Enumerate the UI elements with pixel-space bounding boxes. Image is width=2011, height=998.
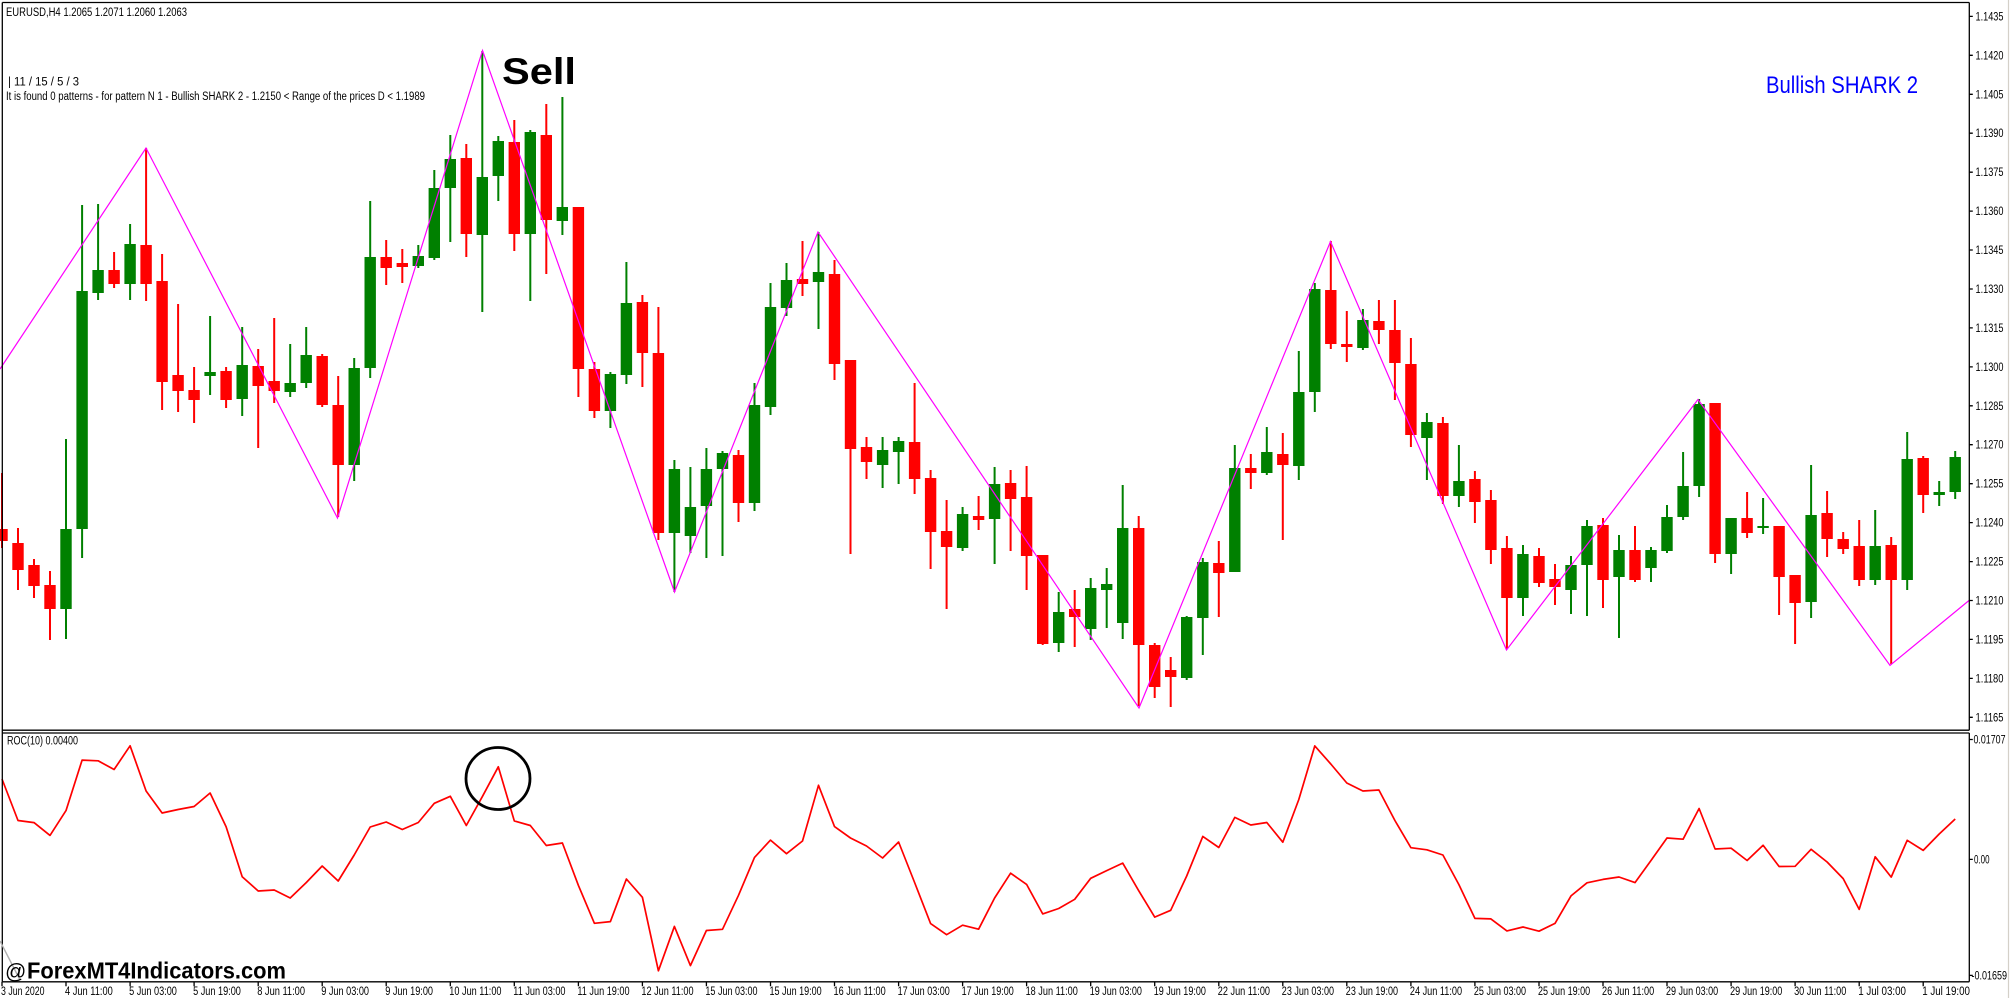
- svg-text:EURUSD,H4 1.2065 1.2071 1.206: EURUSD,H4 1.2065 1.2071 1.2060 1.2063: [6, 7, 187, 19]
- svg-text:@: @: [5, 961, 26, 984]
- svg-text:3 Jun 2020: 3 Jun 2020: [1, 986, 45, 998]
- svg-text:1.1195: 1.1195: [1976, 634, 2004, 646]
- svg-text:29 Jun 19:00: 29 Jun 19:00: [1730, 986, 1782, 998]
- svg-text:25 Jun 03:00: 25 Jun 03:00: [1474, 986, 1526, 998]
- svg-text:15 Jun 19:00: 15 Jun 19:00: [770, 986, 822, 998]
- svg-text:29 Jun 03:00: 29 Jun 03:00: [1666, 986, 1718, 998]
- svg-text:1.1300: 1.1300: [1976, 362, 2004, 374]
- svg-text:11 Jun 19:00: 11 Jun 19:00: [577, 986, 629, 998]
- svg-text:5 Jun 19:00: 5 Jun 19:00: [193, 986, 241, 998]
- svg-text:1.1315: 1.1315: [1976, 323, 2004, 335]
- svg-text:1.1330: 1.1330: [1976, 284, 2004, 296]
- svg-text:16 Jun 11:00: 16 Jun 11:00: [834, 986, 886, 998]
- svg-text:1.1240: 1.1240: [1976, 518, 2004, 530]
- svg-text:1 Jul 03:00: 1 Jul 03:00: [1858, 986, 1906, 998]
- svg-text:4 Jun 11:00: 4 Jun 11:00: [65, 986, 113, 998]
- svg-text:1.1435: 1.1435: [1976, 11, 2004, 23]
- svg-text:-0.01659: -0.01659: [1972, 970, 2008, 982]
- svg-text:19 Jun 19:00: 19 Jun 19:00: [1154, 986, 1206, 998]
- svg-text:15 Jun 03:00: 15 Jun 03:00: [705, 986, 757, 998]
- svg-text:Sell: Sell: [502, 50, 576, 92]
- svg-text:1.1180: 1.1180: [1976, 673, 2004, 685]
- svg-text:1.1405: 1.1405: [1976, 89, 2004, 101]
- svg-text:1.1165: 1.1165: [1976, 712, 2004, 724]
- svg-text:1.1345: 1.1345: [1976, 245, 2004, 257]
- svg-text:18 Jun 11:00: 18 Jun 11:00: [1026, 986, 1078, 998]
- svg-text:24 Jun 11:00: 24 Jun 11:00: [1410, 986, 1462, 998]
- svg-text:1.1285: 1.1285: [1976, 401, 2004, 413]
- svg-text:1.1390: 1.1390: [1976, 128, 2004, 140]
- svg-text:Bullish SHARK 2: Bullish SHARK 2: [1766, 72, 1918, 99]
- svg-text:1 Jul 19:00: 1 Jul 19:00: [1922, 986, 1970, 998]
- svg-text:1.1360: 1.1360: [1976, 206, 2004, 218]
- svg-text:1.1420: 1.1420: [1976, 50, 2004, 62]
- svg-text:10 Jun 11:00: 10 Jun 11:00: [449, 986, 501, 998]
- svg-text:1.1255: 1.1255: [1976, 479, 2004, 491]
- svg-text:22 Jun 11:00: 22 Jun 11:00: [1218, 986, 1270, 998]
- svg-text:0.01707: 0.01707: [1974, 735, 2006, 747]
- svg-text:19 Jun 03:00: 19 Jun 03:00: [1090, 986, 1142, 998]
- svg-text:9 Jun 19:00: 9 Jun 19:00: [385, 986, 433, 998]
- svg-text:ROC(10) 0.00400: ROC(10) 0.00400: [7, 736, 78, 748]
- svg-text:It is found 0 patterns - for: It is found 0 patterns - for pattern N 1…: [6, 91, 425, 103]
- svg-text:9 Jun 03:00: 9 Jun 03:00: [321, 986, 369, 998]
- svg-text:1.1270: 1.1270: [1976, 440, 2004, 452]
- svg-text:26 Jun 11:00: 26 Jun 11:00: [1602, 986, 1654, 998]
- svg-text:23 Jun 19:00: 23 Jun 19:00: [1346, 986, 1398, 998]
- svg-text:25 Jun 19:00: 25 Jun 19:00: [1538, 986, 1590, 998]
- svg-text:11 Jun 03:00: 11 Jun 03:00: [513, 986, 565, 998]
- svg-text:12 Jun 11:00: 12 Jun 11:00: [641, 986, 693, 998]
- svg-text:30 Jun 11:00: 30 Jun 11:00: [1794, 986, 1846, 998]
- svg-text:17 Jun 03:00: 17 Jun 03:00: [898, 986, 950, 998]
- svg-text:17 Jun 19:00: 17 Jun 19:00: [962, 986, 1014, 998]
- svg-text:ForexMT4Indicators.com: ForexMT4Indicators.com: [27, 958, 286, 984]
- svg-text:1.1210: 1.1210: [1976, 596, 2004, 608]
- svg-text:5 Jun 03:00: 5 Jun 03:00: [129, 986, 177, 998]
- svg-text:8 Jun 11:00: 8 Jun 11:00: [257, 986, 305, 998]
- svg-text:1.1375: 1.1375: [1976, 167, 2004, 179]
- svg-text:23 Jun 03:00: 23 Jun 03:00: [1282, 986, 1334, 998]
- svg-text:| 11 / 15 / 5 / 3: | 11 / 15 / 5 / 3: [8, 77, 79, 89]
- svg-text:0.00: 0.00: [1974, 854, 1990, 866]
- svg-text:1.1225: 1.1225: [1976, 557, 2004, 569]
